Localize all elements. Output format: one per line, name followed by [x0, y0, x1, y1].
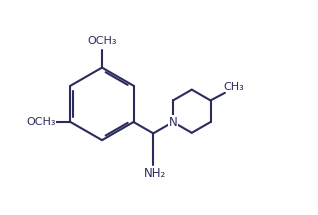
Text: OCH₃: OCH₃ [87, 36, 117, 46]
Text: NH₂: NH₂ [144, 167, 166, 180]
Text: OCH₃: OCH₃ [26, 117, 56, 127]
Text: N: N [169, 115, 177, 129]
Text: CH₃: CH₃ [223, 81, 244, 92]
